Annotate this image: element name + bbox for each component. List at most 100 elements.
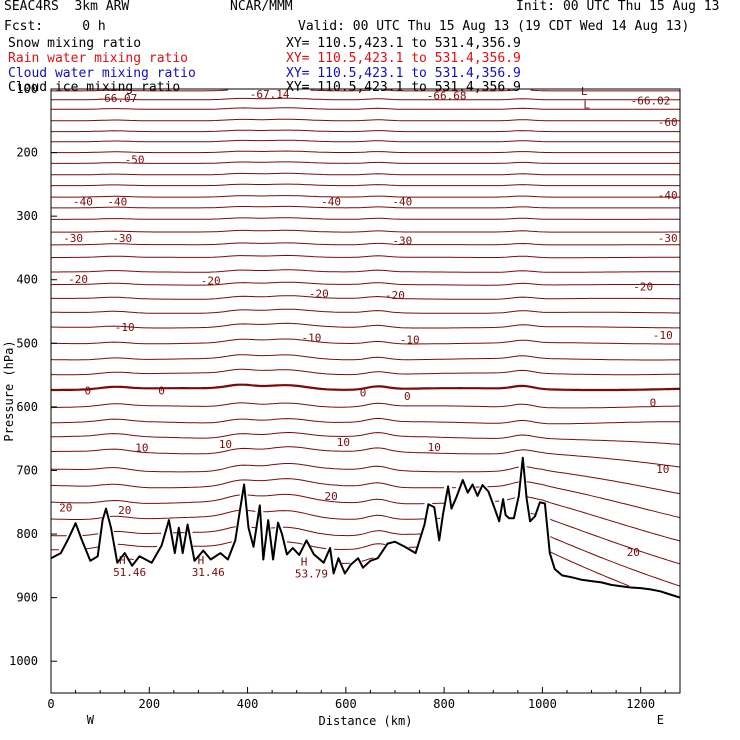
contour-line [51, 89, 680, 92]
contour-line [51, 242, 680, 246]
x-tick-label: 1200 [626, 697, 655, 711]
contour-line [51, 368, 681, 376]
contour-label: 10 [135, 442, 148, 455]
contour-line [51, 107, 680, 110]
contour-line [51, 432, 681, 445]
contour-line [51, 205, 680, 209]
contour-line [50, 322, 680, 329]
extremum-marker: L [581, 85, 588, 98]
x-tick-label: 1000 [528, 697, 557, 711]
y-axis-label: Pressure (hPa) [2, 340, 16, 441]
contour-label: -40 [73, 196, 93, 209]
contour-label: -40 [321, 196, 341, 209]
contour-label: -66.68 [427, 89, 467, 102]
extremum-marker: H [198, 554, 205, 567]
contour-label: -50 [125, 154, 145, 167]
extremum-marker: H [301, 555, 308, 568]
contour-label: -20 [68, 273, 88, 286]
contour-line [51, 338, 680, 345]
contour-label: -30 [112, 232, 132, 245]
y-tick-label: 100 [16, 82, 38, 96]
contour-line [51, 383, 680, 392]
x-end-east: E [657, 713, 664, 727]
terrain-layer [50, 456, 681, 599]
terrain-line [50, 456, 681, 599]
x-tick-label: 200 [138, 697, 160, 711]
model-title: SEAC4RS 3km ARW [4, 0, 130, 14]
contour-label: -30 [63, 232, 83, 245]
contour-line [50, 281, 680, 286]
y-tick-label: 800 [16, 527, 38, 541]
contour-label: 10 [428, 441, 441, 454]
contour-label: 0 [158, 384, 165, 397]
x-axis-label: Distance (km) [319, 714, 413, 728]
contour-label: -30 [392, 234, 412, 247]
contour-line [51, 183, 680, 187]
forecast-hour: Fcst: 0 h [4, 19, 106, 34]
contour-label: -67.14 [250, 88, 290, 101]
center-label: NCAR/MMM [230, 0, 293, 14]
contour-label: 10 [337, 436, 350, 449]
contour-label: -10 [302, 332, 322, 345]
x-end-west: W [87, 713, 95, 727]
contour-label: 10 [219, 438, 232, 451]
contour-line [51, 295, 680, 300]
contour-line [51, 150, 680, 154]
contour-label: -20 [385, 289, 405, 302]
field-xy-cloud-water: XY= 110.5,423.1 to 531.4,356.9 [286, 66, 521, 81]
extremum-value: 51.46 [113, 566, 146, 579]
contour-line [50, 493, 681, 542]
contour-label: 20 [324, 490, 337, 503]
contour-label: 0 [404, 390, 411, 403]
contour-line [50, 463, 681, 495]
x-tick-label: 600 [335, 697, 357, 711]
contour-label: -40 [392, 196, 412, 209]
contour-label: -60 [658, 116, 678, 129]
y-tick-label: 300 [16, 209, 38, 223]
contour-lines [50, 89, 681, 587]
extremum-value: 53.79 [295, 567, 328, 580]
contour-label: -66.07 [97, 92, 137, 105]
extremum-value: 31.46 [192, 566, 225, 579]
contour-label: -10 [400, 334, 420, 347]
contour-label: -20 [633, 281, 653, 294]
y-tick-label: 700 [16, 463, 38, 477]
contour-label: 20 [118, 504, 131, 517]
y-tick-label: 500 [16, 336, 38, 350]
contour-line [51, 269, 680, 273]
contour-label: -30 [658, 232, 678, 245]
contour-line [51, 97, 680, 101]
y-tick-label: 600 [16, 400, 38, 414]
init-time: Init: 00 UTC Thu 15 Aug 13 [516, 0, 720, 14]
x-tick-label: 800 [433, 697, 455, 711]
y-tick-label: 1000 [9, 654, 38, 668]
contour-line [50, 354, 681, 361]
field-label-rain: Rain water mixing ratio [8, 51, 189, 66]
valid-time: Valid: 00 UTC Thu 15 Aug 13 (19 CDT Wed … [298, 19, 690, 34]
field-label-cloud-water: Cloud water mixing ratio [8, 66, 196, 81]
y-tick-label: 400 [16, 273, 38, 287]
contour-line [51, 308, 680, 314]
contour-line [50, 509, 681, 565]
contour-line [51, 172, 680, 176]
x-tick-label: 0 [47, 697, 54, 711]
contour-label: -66.02 [631, 94, 671, 107]
field-xy-snow: XY= 110.5,423.1 to 531.4,356.9 [286, 36, 521, 51]
extremum-marker: L [583, 98, 590, 111]
contour-label: 20 [627, 546, 640, 559]
contour-label: -10 [653, 329, 673, 342]
contour-label: 20 [59, 501, 72, 514]
contour-label: 10 [656, 463, 669, 476]
plot-frame [50, 88, 681, 694]
contour-line [50, 254, 680, 259]
contour-label: 0 [360, 386, 367, 399]
contour-labels: -66.07 -67.14 -66.68 -66.02 -60 -50 -40 -40 -40 -… [59, 85, 678, 581]
extremum-marker: H [119, 554, 126, 567]
contour-line [51, 129, 680, 133]
contour-line [51, 139, 680, 143]
contour-label: -10 [115, 321, 135, 334]
y-tick-label: 200 [16, 146, 38, 160]
contour-line [50, 417, 680, 425]
contour-line [51, 217, 680, 220]
